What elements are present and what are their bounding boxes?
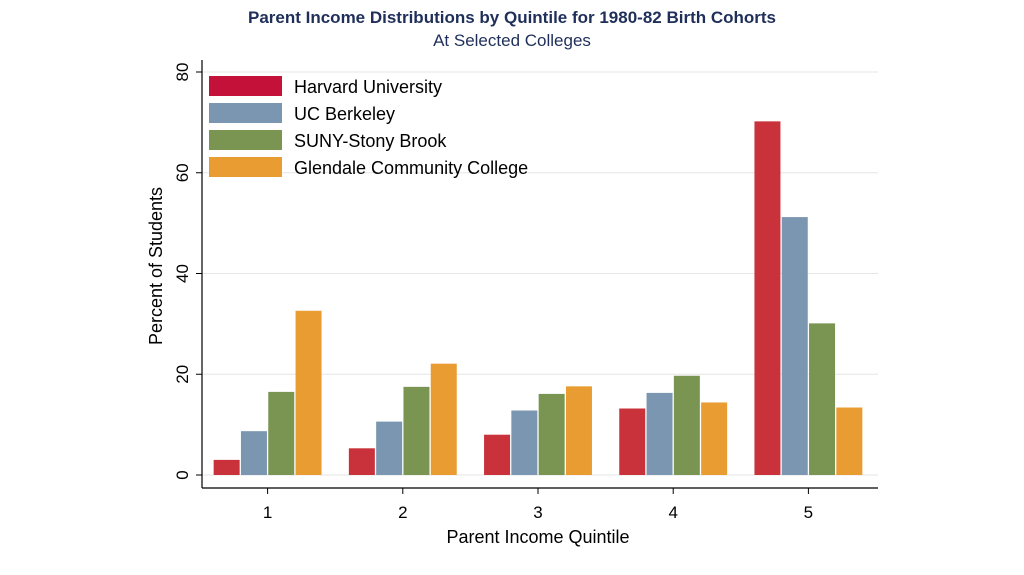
bar-uc-berkeley-q4: [646, 392, 673, 475]
legend-swatch: [209, 130, 282, 150]
legend-label: Glendale Community College: [294, 158, 528, 178]
chart-title: Parent Income Distributions by Quintile …: [248, 8, 776, 27]
legend-swatch: [209, 76, 282, 96]
x-axis-ticks: 1 2 3 4 5: [263, 488, 813, 522]
legend-swatch: [209, 157, 282, 177]
bar-suny-stony-brook-q2: [403, 386, 430, 475]
x-tick-label: 4: [668, 503, 677, 522]
y-axis-label: Percent of Students: [146, 187, 166, 345]
bar-uc-berkeley-q3: [511, 410, 538, 475]
bar-suny-stony-brook-q1: [268, 391, 295, 475]
bar-uc-berkeley-q1: [240, 431, 267, 475]
y-tick-label: 20: [173, 365, 192, 384]
legend-swatch: [209, 103, 282, 123]
bar-harvard-university-q4: [619, 408, 646, 475]
x-tick-label: 2: [398, 503, 407, 522]
bar-harvard-university-q1: [213, 459, 240, 475]
y-tick-label: 40: [173, 264, 192, 283]
bar-glendale-community-college-q3: [565, 386, 592, 475]
legend-label: UC Berkeley: [294, 104, 395, 124]
y-tick-label: 80: [173, 63, 192, 82]
bar-suny-stony-brook-q4: [673, 375, 700, 475]
bar-harvard-university-q3: [484, 434, 511, 475]
bar-glendale-community-college-q5: [836, 407, 863, 475]
bar-uc-berkeley-q2: [376, 421, 403, 475]
bar-suny-stony-brook-q3: [538, 393, 565, 475]
x-tick-label: 1: [263, 503, 272, 522]
y-axis-ticks: 0 20 40 60 80: [173, 63, 202, 480]
legend-label: Harvard University: [294, 77, 442, 97]
x-tick-label: 5: [804, 503, 813, 522]
y-tick-label: 0: [173, 470, 192, 479]
chart-subtitle: At Selected Colleges: [433, 31, 591, 50]
x-tick-label: 3: [533, 503, 542, 522]
bar-harvard-university-q5: [754, 121, 781, 476]
bar-glendale-community-college-q1: [295, 310, 322, 475]
bar-glendale-community-college-q2: [430, 363, 457, 475]
bar-uc-berkeley-q5: [781, 217, 808, 475]
legend-label: SUNY-Stony Brook: [294, 131, 447, 151]
bar-harvard-university-q2: [348, 448, 375, 475]
legend: Harvard University UC Berkeley SUNY-Stony …: [209, 76, 528, 178]
bar-suny-stony-brook-q5: [809, 323, 836, 475]
x-axis-label: Parent Income Quintile: [446, 527, 629, 547]
bars: [213, 121, 863, 476]
bar-glendale-community-college-q4: [701, 402, 728, 475]
y-tick-label: 60: [173, 163, 192, 182]
